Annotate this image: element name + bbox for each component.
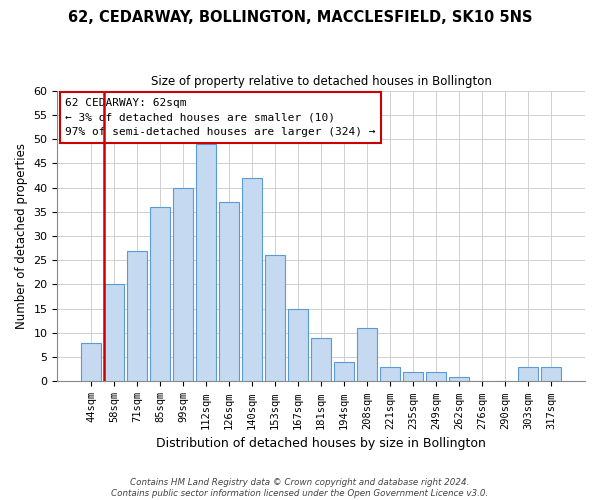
Text: 62, CEDARWAY, BOLLINGTON, MACCLESFIELD, SK10 5NS: 62, CEDARWAY, BOLLINGTON, MACCLESFIELD, … (68, 10, 532, 25)
Bar (403, 372, 423, 382)
Text: Contains HM Land Registry data © Crown copyright and database right 2024.
Contai: Contains HM Land Registry data © Crown c… (112, 478, 488, 498)
Bar (334, 362, 354, 382)
Bar (82, 342, 101, 382)
Bar (242, 178, 262, 382)
Bar (289, 308, 308, 382)
Bar (380, 367, 400, 382)
Bar (265, 256, 285, 382)
Title: Size of property relative to detached houses in Bollington: Size of property relative to detached ho… (151, 75, 491, 88)
Bar (127, 250, 147, 382)
Bar (427, 372, 446, 382)
Bar (220, 202, 239, 382)
Bar (541, 367, 561, 382)
Bar (311, 338, 331, 382)
Bar (104, 284, 124, 382)
Text: 62 CEDARWAY: 62sqm
← 3% of detached houses are smaller (10)
97% of semi-detached: 62 CEDARWAY: 62sqm ← 3% of detached hous… (65, 98, 376, 138)
Bar (196, 144, 216, 382)
Y-axis label: Number of detached properties: Number of detached properties (15, 143, 28, 329)
Bar (151, 207, 170, 382)
Bar (358, 328, 377, 382)
X-axis label: Distribution of detached houses by size in Bollington: Distribution of detached houses by size … (156, 437, 486, 450)
Bar (518, 367, 538, 382)
Bar (173, 188, 193, 382)
Bar (449, 376, 469, 382)
